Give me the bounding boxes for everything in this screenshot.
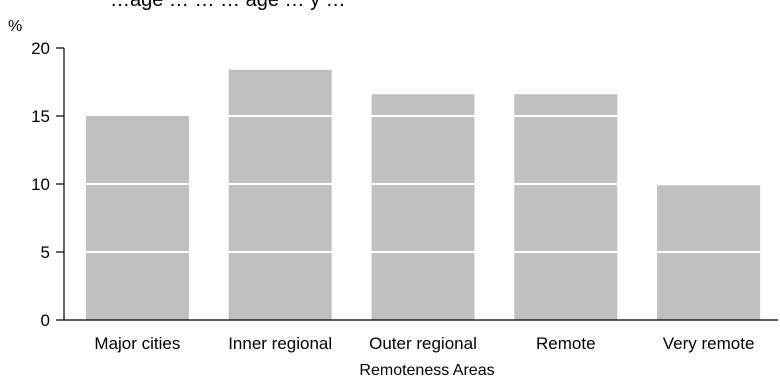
bar-outer-regional: [371, 94, 475, 321]
y-tick-label: 10: [31, 175, 50, 194]
x-tick-label: Remote: [536, 334, 596, 353]
x-tick-label: Major cities: [94, 334, 180, 353]
bar-inner-regional: [228, 69, 332, 320]
axes-group: Major cities Inner regional Outer regional…: [31, 39, 778, 353]
y-tick-label: 20: [31, 39, 50, 58]
y-axis-title: %: [8, 18, 22, 35]
x-axis-title: Remoteness Areas: [359, 362, 494, 378]
bar-major-cities: [85, 116, 189, 320]
x-tick-label: Inner regional: [228, 334, 332, 353]
x-tick-label: Very remote: [663, 334, 755, 353]
y-tick-label: 0: [41, 311, 50, 330]
chart-title: …age … … … age … y …: [110, 0, 346, 11]
y-tick-label: 5: [41, 243, 50, 262]
x-tick-label: Outer regional: [369, 334, 477, 353]
y-tick-label: 15: [31, 107, 50, 126]
bars-group: [85, 69, 761, 321]
bar-remote: [514, 94, 618, 321]
